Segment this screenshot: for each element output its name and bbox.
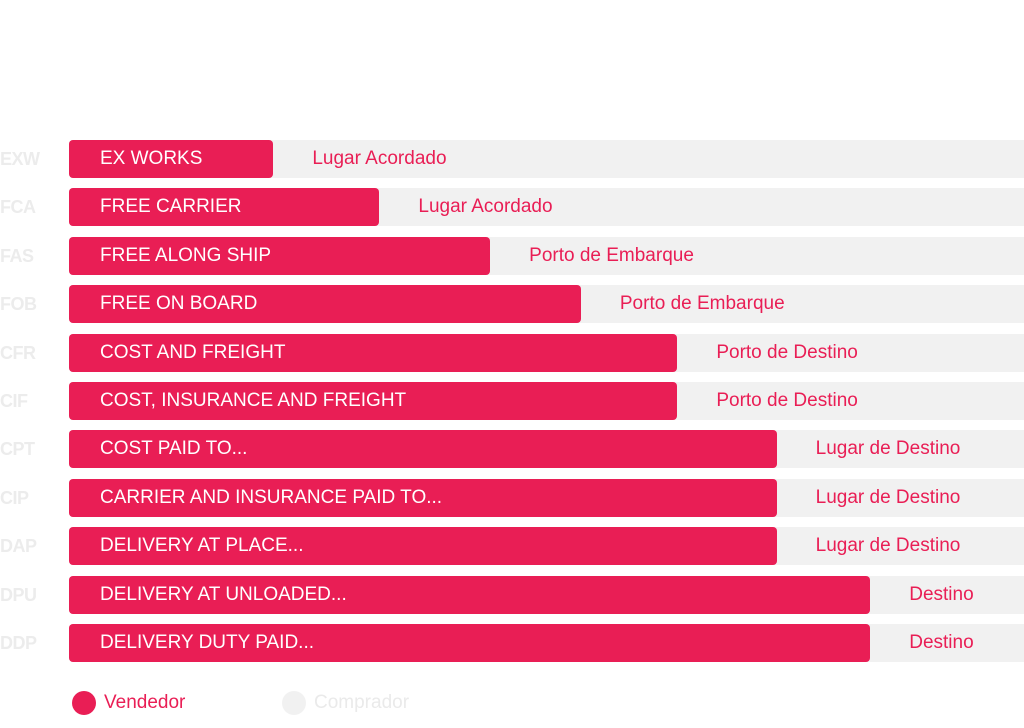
legend-label: Vendedor	[104, 692, 186, 713]
bar-row: CIF COST, INSURANCE AND FREIGHT Porto de D…	[0, 382, 1024, 420]
seller-bar	[69, 527, 777, 566]
seller-bar-label: CARRIER AND INSURANCE PAID TO...	[100, 486, 443, 508]
seller-bar-label: DELIVERY AT UNLOADED...	[100, 583, 347, 605]
seller-bar-label: FREE ALONG SHIP	[100, 244, 272, 266]
legend-swatch	[72, 691, 96, 715]
seller-bar	[69, 624, 871, 662]
legend-item: Vendedor	[72, 689, 185, 717]
bar-row: CPT COST PAID TO... Lugar de Destino	[0, 430, 1024, 469]
buyer-place-label: Lugar Acordado	[312, 148, 447, 169]
buyer-place-label: Lugar de Destino	[815, 486, 961, 508]
seller-bar	[69, 430, 777, 469]
bar-row: EXW EX WORKS Lugar Acordado	[0, 140, 1024, 178]
seller-bar	[69, 140, 274, 178]
seller-bar-label: FREE ON BOARD	[100, 293, 258, 315]
buyer-place-label: Porto de Destino	[716, 390, 858, 411]
incoterm-code: CIP	[0, 487, 29, 508]
bar-row: DDP DELIVERY DUTY PAID... Destino	[0, 624, 1024, 662]
bar-row: FAS FREE ALONG SHIP Porto de Embarque	[0, 236, 1024, 275]
bar-row: FOB FREE ON BOARD Porto de Embarque	[0, 285, 1024, 324]
incoterm-code: FCA	[0, 197, 36, 218]
seller-bar-label: COST PAID TO...	[100, 438, 248, 460]
buyer-place-label: Destino	[909, 583, 974, 605]
bar-row: FCA FREE CARRIER Lugar Acordado	[0, 188, 1024, 227]
buyer-place-label: Lugar de Destino	[815, 438, 961, 460]
incoterm-code: DPU	[0, 584, 37, 605]
buyer-place-label: Lugar Acordado	[418, 196, 553, 218]
seller-bar	[69, 575, 871, 614]
incoterm-code: FOB	[0, 294, 37, 315]
seller-bar-label: EX WORKS	[100, 148, 203, 169]
bar-row: CFR COST AND FREIGHT Porto de Destino	[0, 333, 1024, 372]
incoterm-code: DAP	[0, 536, 37, 557]
incoterm-code: EXW	[0, 149, 40, 169]
incoterm-code: DDP	[0, 633, 37, 653]
incoterm-code: CPT	[0, 439, 35, 460]
seller-bar	[69, 236, 491, 275]
seller-bar-label: FREE CARRIER	[100, 196, 242, 218]
seller-bar-label: COST AND FREIGHT	[100, 341, 286, 363]
buyer-place-label: Porto de Embarque	[619, 293, 785, 315]
seller-bar-label: DELIVERY AT PLACE...	[100, 535, 304, 557]
incoterm-code: CFR	[0, 342, 36, 363]
buyer-place-label: Porto de Embarque	[529, 244, 694, 266]
incoterm-code: FAS	[0, 245, 34, 266]
seller-bar	[69, 285, 581, 324]
seller-bar-label: COST, INSURANCE AND FREIGHT	[100, 390, 407, 411]
seller-bar	[69, 188, 380, 227]
buyer-place-label: Lugar de Destino	[815, 535, 961, 557]
seller-bar	[69, 382, 678, 420]
buyer-place-label: Porto de Destino	[716, 341, 858, 363]
seller-bar	[69, 478, 777, 517]
bar-row: CIP CARRIER AND INSURANCE PAID TO... Lugar…	[0, 478, 1024, 517]
legend-label: Comprador	[314, 692, 410, 713]
legend-swatch	[282, 691, 306, 715]
seller-bar-label: DELIVERY DUTY PAID...	[100, 632, 315, 653]
legend-item: Comprador	[282, 689, 409, 717]
bar-row: DAP DELIVERY AT PLACE... Lugar de Destino	[0, 527, 1024, 566]
seller-bar	[69, 333, 678, 372]
bar-row: DPU DELIVERY AT UNLOADED... Destino	[0, 575, 1024, 614]
incoterm-code: CIF	[0, 391, 28, 411]
buyer-place-label: Destino	[909, 632, 974, 653]
